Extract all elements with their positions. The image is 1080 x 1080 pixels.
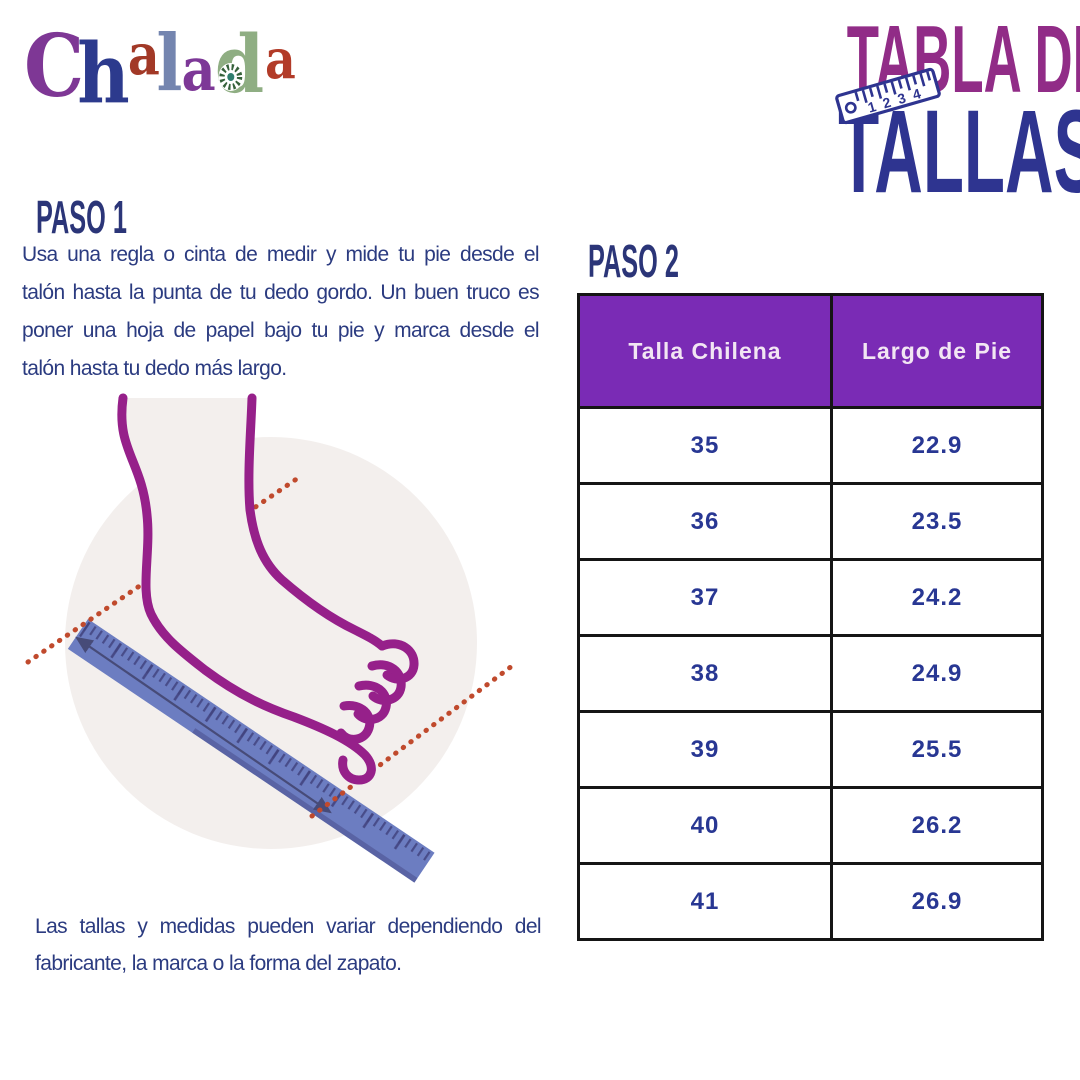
foot-measurement-illustration xyxy=(25,393,515,883)
measurement-arrow-icon xyxy=(75,636,332,814)
cell-talla: 39 xyxy=(577,710,833,789)
cell-largo: 24.2 xyxy=(830,558,1044,637)
paso2-heading-text: PASO 2 xyxy=(588,235,679,287)
footnote: Las tallas y medidas pueden variar depen… xyxy=(35,908,541,982)
logo-letter: d xyxy=(215,24,264,104)
table-row: 35 22.9 xyxy=(577,406,1044,485)
cell-talla: 35 xyxy=(577,406,833,485)
brand-logo: Chalad a xyxy=(24,18,296,128)
cell-largo: 23.5 xyxy=(830,482,1044,561)
cell-largo: 26.9 xyxy=(830,862,1044,941)
cell-talla: 37 xyxy=(577,558,833,637)
starburst-center xyxy=(227,73,235,81)
paso1-instructions: Usa una regla o cinta de medir y mide tu… xyxy=(22,236,539,388)
size-table-header-row: Talla Chilena Largo de Pie xyxy=(577,293,1044,409)
cell-largo: 26.2 xyxy=(830,786,1044,865)
logo-letter: h xyxy=(77,26,130,122)
measuring-tape-icon: 1 2 3 4 xyxy=(835,67,941,125)
tape-outline xyxy=(835,67,941,125)
foot-outline-icon xyxy=(117,393,419,785)
cell-talla: 41 xyxy=(577,862,833,941)
foot-back-and-sole xyxy=(117,393,376,785)
cell-talla: 36 xyxy=(577,482,833,561)
table-row: 40 26.2 xyxy=(577,786,1044,865)
logo-letter: a xyxy=(127,22,160,88)
table-row: 41 26.9 xyxy=(577,862,1044,941)
instruction-line: talón hasta la punta de tu dedo gordo. U… xyxy=(22,281,539,304)
starburst-eye-icon xyxy=(218,63,244,91)
foot-fill xyxy=(121,398,414,780)
footnote-line: fabricante, la marca o la forma del zapa… xyxy=(35,952,402,975)
paso1-heading-text: PASO 1 xyxy=(36,191,127,243)
size-table: Talla Chilena Largo de Pie 35 22.9 36 23… xyxy=(577,293,1044,941)
tape-ticks xyxy=(854,71,932,104)
table-row: 39 25.5 xyxy=(577,710,1044,789)
paso1-heading: PASO 1 xyxy=(36,194,201,240)
paso2-heading: PASO 2 xyxy=(588,238,753,284)
cell-talla: 38 xyxy=(577,634,833,713)
instruction-line: poner una hoja de papel bajo tu pie y ma… xyxy=(22,319,539,342)
tape-zero-circle xyxy=(844,101,857,114)
table-row: 36 23.5 xyxy=(577,482,1044,561)
instruction-line: talón hasta tu dedo más largo. xyxy=(22,357,287,380)
instruction-line: Usa una regla o cinta de medir y mide tu… xyxy=(22,243,539,266)
logo-letter: l xyxy=(156,18,183,109)
logo-letter: a xyxy=(181,35,216,105)
cell-largo: 22.9 xyxy=(830,406,1044,485)
starburst-rays xyxy=(219,64,243,90)
foot-front-and-instep xyxy=(244,393,387,651)
size-table-header-largo: Largo de Pie xyxy=(830,293,1044,409)
footnote-line: Las tallas y medidas pueden variar depen… xyxy=(35,915,541,938)
cell-talla: 40 xyxy=(577,786,833,865)
toe-dotted-guide xyxy=(309,663,515,819)
logo-letter: a xyxy=(264,27,296,91)
table-row: 38 24.9 xyxy=(577,634,1044,713)
foot-toe-4 xyxy=(336,701,375,744)
table-row: 37 24.2 xyxy=(577,558,1044,637)
size-table-header-talla: Talla Chilena xyxy=(577,293,833,409)
logo-letter-d: d xyxy=(214,17,265,111)
cell-largo: 24.9 xyxy=(830,634,1044,713)
logo-letter: C xyxy=(24,16,85,117)
cell-largo: 25.5 xyxy=(830,710,1044,789)
